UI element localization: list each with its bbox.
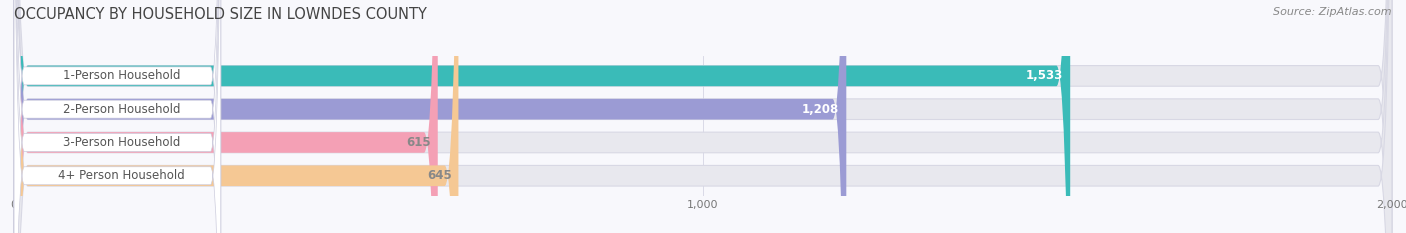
- FancyBboxPatch shape: [14, 0, 458, 233]
- FancyBboxPatch shape: [14, 0, 1392, 233]
- FancyBboxPatch shape: [14, 0, 221, 233]
- FancyBboxPatch shape: [14, 0, 1392, 233]
- FancyBboxPatch shape: [14, 0, 221, 233]
- Text: 1-Person Household: 1-Person Household: [63, 69, 180, 82]
- Text: OCCUPANCY BY HOUSEHOLD SIZE IN LOWNDES COUNTY: OCCUPANCY BY HOUSEHOLD SIZE IN LOWNDES C…: [14, 7, 427, 22]
- FancyBboxPatch shape: [14, 0, 1070, 233]
- FancyBboxPatch shape: [14, 0, 1392, 233]
- FancyBboxPatch shape: [14, 0, 437, 233]
- Text: 3-Person Household: 3-Person Household: [63, 136, 180, 149]
- FancyBboxPatch shape: [14, 0, 221, 233]
- Text: 2-Person Household: 2-Person Household: [63, 103, 180, 116]
- Text: 645: 645: [427, 169, 451, 182]
- FancyBboxPatch shape: [14, 0, 846, 233]
- Text: 1,533: 1,533: [1026, 69, 1063, 82]
- Text: Source: ZipAtlas.com: Source: ZipAtlas.com: [1274, 7, 1392, 17]
- Text: 1,208: 1,208: [803, 103, 839, 116]
- FancyBboxPatch shape: [14, 0, 221, 233]
- FancyBboxPatch shape: [14, 0, 1392, 233]
- Text: 4+ Person Household: 4+ Person Household: [58, 169, 186, 182]
- Text: 615: 615: [406, 136, 430, 149]
